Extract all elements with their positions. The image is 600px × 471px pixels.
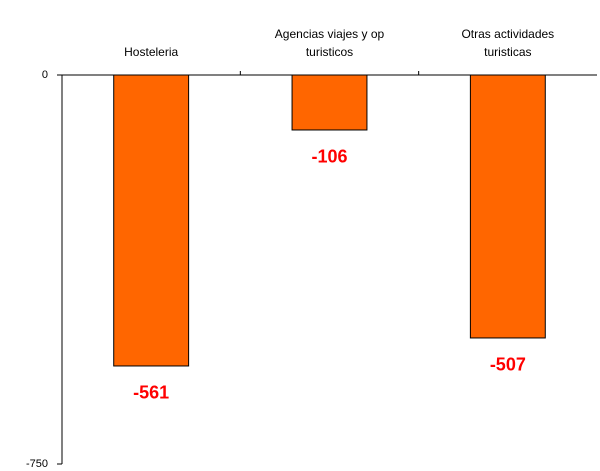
bar (291, 74, 368, 131)
value-label: -561 (133, 383, 169, 403)
category-label: Hosteleria (124, 45, 179, 59)
category-label: Otras actividades turisticas (461, 27, 555, 59)
y-tick-label: -750 (26, 458, 48, 470)
y-tick-label: 0 (42, 69, 48, 81)
value-label: -106 (311, 147, 347, 167)
category-label: Agencias viajes y op turisticos (274, 27, 385, 59)
bar (113, 74, 190, 367)
bar (469, 74, 546, 339)
value-label: -507 (490, 355, 526, 375)
